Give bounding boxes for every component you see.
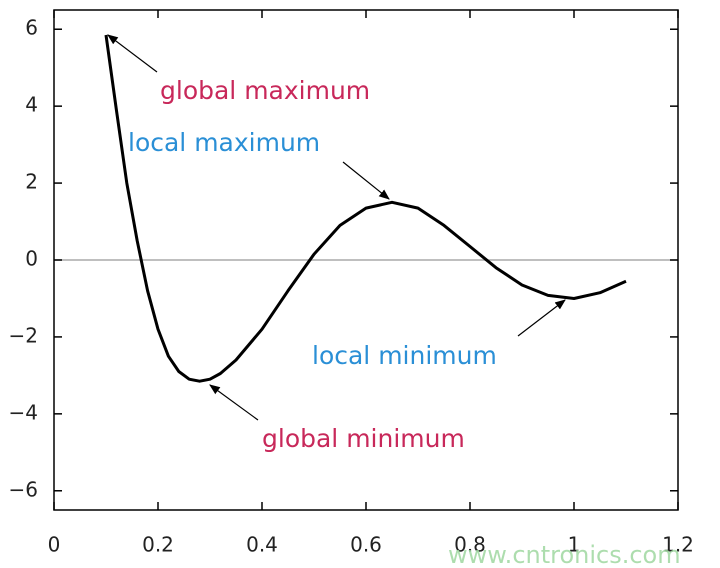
annotation: local minimum [312, 341, 497, 370]
x-tick-label: 0.4 [246, 533, 278, 557]
annotation-arrow [517, 299, 566, 337]
y-tick-label: 4 [25, 93, 38, 117]
watermark: www.cntronics.com [448, 541, 681, 568]
annotation: global minimum [262, 424, 465, 453]
x-tick-label: 1.2 [662, 533, 694, 557]
y-tick-label: −4 [9, 400, 38, 424]
line [104, 34, 627, 383]
y-tick-label: −6 [9, 477, 38, 501]
annotation: local maximum [128, 128, 320, 157]
y-tick-label: 2 [25, 170, 38, 194]
y-tick-label: −2 [9, 323, 38, 347]
x-tick-label: 0.8 [454, 533, 486, 557]
annotation-arrow [209, 384, 259, 421]
x-tick-label: 0.2 [142, 533, 174, 557]
plot-frame [53, 9, 679, 511]
x-tick-label: 0.6 [350, 533, 382, 557]
x-tick-label: 0 [48, 533, 61, 557]
x-tick-label: 1 [568, 533, 581, 557]
annotation-arrow [342, 161, 390, 200]
annotation: global maximum [160, 76, 370, 105]
annotation-arrow [107, 34, 158, 73]
y-tick-label: 6 [25, 16, 38, 40]
y-tick-label: 0 [25, 247, 38, 271]
